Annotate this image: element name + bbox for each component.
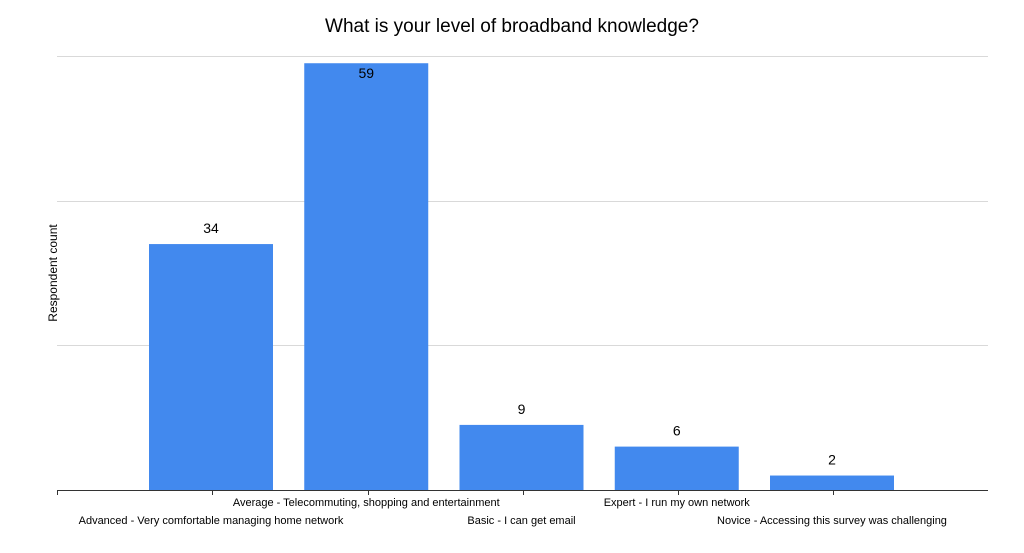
x-tick-label: Expert - I run my own network <box>604 497 751 509</box>
x-tick-label: Advanced - Very comfortable managing hom… <box>79 515 344 527</box>
data-label: 9 <box>518 401 526 417</box>
data-label: 2 <box>828 452 836 468</box>
bar <box>770 475 894 490</box>
bar <box>614 446 739 490</box>
data-label: 34 <box>203 220 219 236</box>
data-labels: 34 59 9 6 2 <box>203 65 836 467</box>
bars <box>149 63 894 490</box>
x-tick-label: Basic - I can get email <box>467 515 575 527</box>
bar <box>149 244 273 490</box>
x-tick-label: Novice - Accessing this survey was chall… <box>717 515 947 527</box>
chart-title: What is your level of broadband knowledg… <box>325 16 699 37</box>
x-axis: Advanced - Very comfortable managing hom… <box>57 490 988 527</box>
data-label: 59 <box>358 65 374 81</box>
bar <box>304 63 429 490</box>
data-label: 6 <box>673 423 681 439</box>
bar <box>459 424 584 490</box>
x-tick-label: Average - Telecommuting, shopping and en… <box>233 497 500 509</box>
